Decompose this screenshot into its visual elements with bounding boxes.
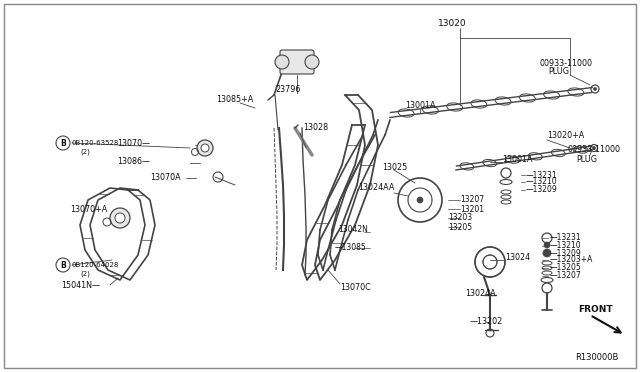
Text: 13025: 13025	[382, 164, 407, 173]
Text: 00933-11000: 00933-11000	[540, 58, 593, 67]
Text: 13070C: 13070C	[340, 283, 371, 292]
Text: —13210: —13210	[526, 177, 557, 186]
Text: (2): (2)	[80, 149, 90, 155]
Circle shape	[543, 249, 551, 257]
Text: 13020+A: 13020+A	[547, 131, 584, 140]
Text: 13203: 13203	[448, 214, 472, 222]
Text: FRONT: FRONT	[578, 305, 612, 314]
Text: 13028: 13028	[303, 124, 328, 132]
Text: 13085+A: 13085+A	[216, 96, 253, 105]
Text: 00933-11000: 00933-11000	[568, 145, 621, 154]
Circle shape	[417, 197, 423, 203]
Text: —13202: —13202	[470, 317, 503, 327]
Text: —13231: —13231	[526, 170, 557, 180]
Circle shape	[544, 242, 550, 248]
Text: B: B	[60, 260, 66, 269]
Text: 23796: 23796	[275, 86, 301, 94]
Text: PLUG: PLUG	[576, 155, 597, 164]
Circle shape	[110, 208, 130, 228]
Text: 13205: 13205	[448, 222, 472, 231]
Text: —13205: —13205	[550, 263, 582, 273]
Text: —13231: —13231	[550, 234, 582, 243]
Text: —13209: —13209	[550, 248, 582, 257]
Text: 13070A: 13070A	[150, 173, 180, 182]
Text: 0B120-63528: 0B120-63528	[72, 140, 120, 146]
Text: —13207: —13207	[550, 272, 582, 280]
Circle shape	[305, 55, 319, 69]
Text: —13085: —13085	[335, 244, 367, 253]
Circle shape	[197, 140, 213, 156]
Text: 13001A: 13001A	[502, 155, 532, 164]
Text: 13070+A: 13070+A	[70, 205, 108, 215]
Text: 13001A: 13001A	[404, 100, 435, 109]
Text: 13207: 13207	[460, 196, 484, 205]
Text: PLUG: PLUG	[548, 67, 569, 77]
Text: (2): (2)	[80, 271, 90, 277]
Text: 13020: 13020	[438, 19, 467, 28]
Text: 13024AA: 13024AA	[358, 183, 394, 192]
Text: 13201: 13201	[460, 205, 484, 214]
Text: 13086—: 13086—	[117, 157, 150, 167]
Text: 0B120-64028: 0B120-64028	[72, 262, 120, 268]
Text: 13024: 13024	[505, 253, 530, 263]
Circle shape	[593, 147, 595, 150]
Text: 15041N—: 15041N—	[61, 280, 100, 289]
Text: —13203+A: —13203+A	[550, 256, 593, 264]
Text: R130000B: R130000B	[575, 353, 618, 362]
Text: 13024A: 13024A	[465, 289, 495, 298]
Text: —13210: —13210	[550, 241, 582, 250]
Circle shape	[201, 144, 209, 152]
Circle shape	[275, 55, 289, 69]
Text: 13042N: 13042N	[338, 225, 368, 234]
Circle shape	[115, 213, 125, 223]
FancyBboxPatch shape	[280, 50, 314, 74]
Text: —13209: —13209	[526, 186, 557, 195]
Circle shape	[593, 87, 596, 90]
Text: 13070—: 13070—	[117, 138, 150, 148]
Text: B: B	[60, 138, 66, 148]
